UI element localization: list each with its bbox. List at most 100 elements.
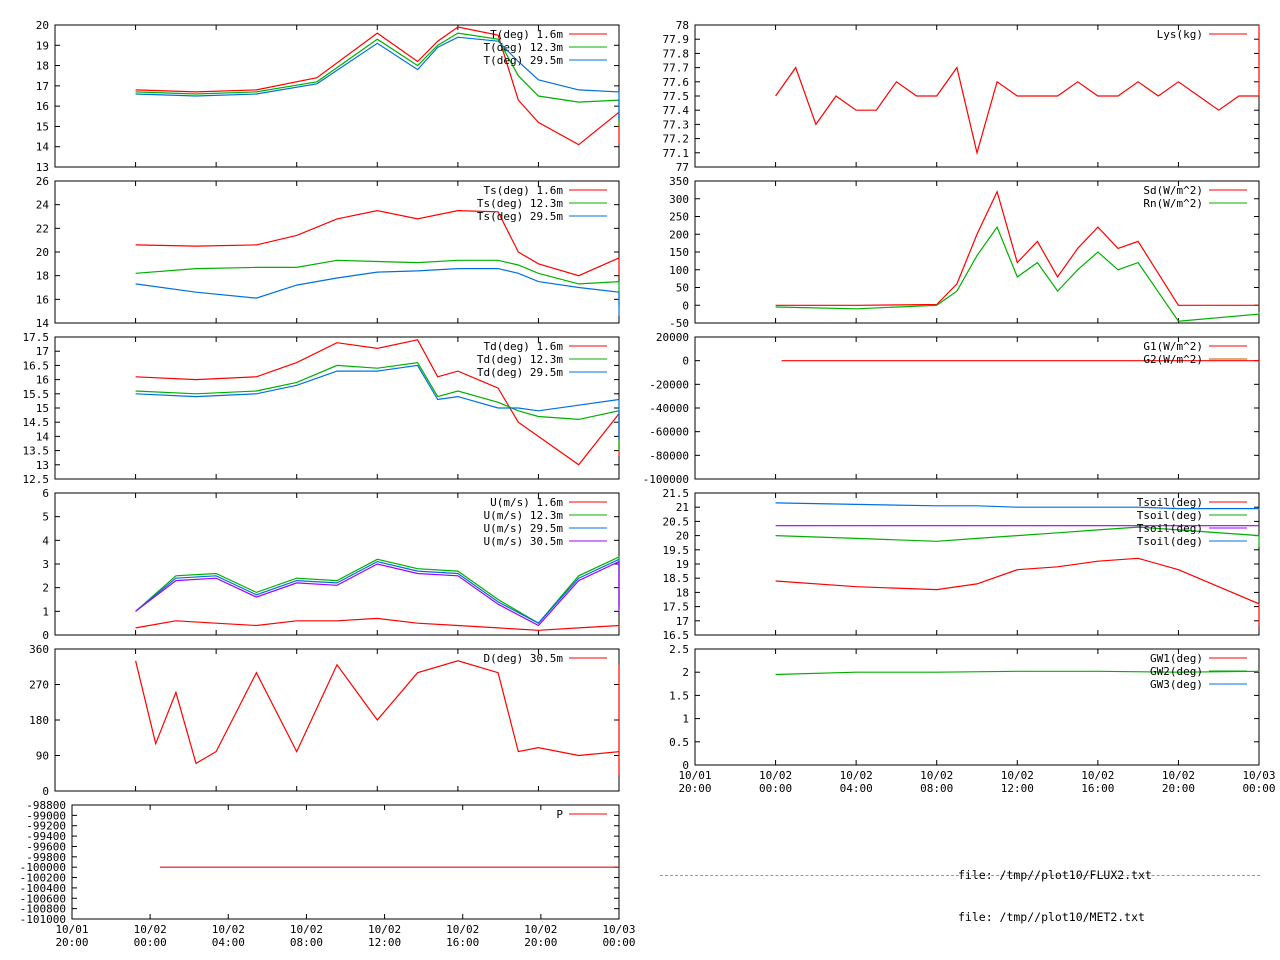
legend-label: Sd(W/m^2) — [1143, 184, 1203, 197]
y-tick-label: 5 — [42, 511, 49, 524]
x-tick-label: 20:00 — [524, 936, 557, 949]
panel-GW: 00.511.522.510/0120:0010/0200:0010/0204:… — [669, 643, 1275, 795]
y-tick-label: 15 — [36, 402, 49, 415]
y-tick-label: 77.8 — [663, 47, 690, 60]
file-list: file: /tmp//plot10/FLUX2.txt file: /tmp/… — [958, 840, 1152, 938]
series-line — [135, 268, 620, 316]
y-tick-label: 150 — [669, 246, 689, 259]
series-line — [135, 660, 620, 776]
x-tick-label: 10/02 — [290, 923, 323, 936]
y-tick-label: 19 — [676, 558, 689, 571]
file-separator — [660, 875, 1260, 876]
y-tick-label: -98800 — [26, 799, 66, 812]
y-tick-label: 180 — [29, 714, 49, 727]
series-line — [775, 502, 1260, 510]
x-tick-label: 00:00 — [602, 936, 635, 949]
y-tick-label: 0 — [42, 785, 49, 798]
y-tick-label: 17.5 — [23, 331, 50, 344]
y-tick-label: 77.7 — [663, 62, 690, 75]
legend-label: Ts(deg) 29.5m — [477, 210, 563, 223]
legend-label: Tsoil(deg) — [1137, 522, 1203, 535]
y-tick-label: 19 — [36, 39, 49, 52]
legend-label: Tsoil(deg) — [1137, 496, 1203, 509]
series-line — [775, 526, 1260, 547]
x-tick-label: 10/02 — [446, 923, 479, 936]
x-tick-label: 10/03 — [1242, 769, 1275, 782]
y-tick-label: 16 — [36, 100, 49, 113]
series-line — [135, 32, 620, 127]
x-tick-label: 16:00 — [446, 936, 479, 949]
y-tick-label: -100200 — [20, 872, 66, 885]
y-tick-label: 20 — [36, 19, 49, 32]
y-tick-label: 16.5 — [23, 359, 50, 372]
y-tick-label: 15.5 — [23, 388, 50, 401]
y-tick-label: 77 — [676, 161, 689, 174]
series-line — [135, 560, 620, 627]
legend-label: GW3(deg) — [1150, 678, 1203, 691]
legend-label: Tsoil(deg) — [1137, 535, 1203, 548]
y-tick-label: 90 — [36, 750, 49, 763]
y-tick-label: 50 — [676, 282, 689, 295]
y-tick-label: 12.5 — [23, 473, 50, 486]
y-tick-label: 77.5 — [663, 90, 690, 103]
legend-label: G2(W/m^2) — [1143, 353, 1203, 366]
legend-label: Lys(kg) — [1157, 28, 1203, 41]
y-tick-label: 0 — [682, 299, 689, 312]
y-tick-label: 350 — [669, 175, 689, 188]
y-tick-label: 270 — [29, 679, 49, 692]
series-line — [135, 36, 620, 121]
y-tick-label: 2 — [42, 582, 49, 595]
legend-label: U(m/s) 1.6m — [490, 496, 563, 509]
plot-frame — [71, 804, 620, 920]
y-tick-label: 14.5 — [23, 416, 50, 429]
file-label-met: file: /tmp//plot10/MET2.txt — [958, 910, 1145, 924]
y-tick-label: -100400 — [20, 882, 66, 895]
y-tick-label: 13 — [36, 161, 49, 174]
panel-D: 0 90 180 270 360 D(deg) 30.5m — [29, 643, 620, 798]
series-line — [775, 225, 1260, 322]
y-tick-label: 26 — [36, 175, 49, 188]
legend-label: G1(W/m^2) — [1143, 340, 1203, 353]
y-tick-label: 77.1 — [663, 147, 690, 160]
y-tick-label: 21.5 — [663, 487, 690, 500]
y-tick-label: 3 — [42, 558, 49, 571]
x-tick-label: 10/02 — [212, 923, 245, 936]
legend-label: Ts(deg) 1.6m — [484, 184, 564, 197]
series-line — [135, 617, 620, 631]
y-tick-label: 78 — [676, 19, 689, 32]
y-tick-label: 4 — [42, 534, 49, 547]
x-tick-label: 04:00 — [840, 782, 873, 795]
y-tick-label: 1 — [682, 713, 689, 726]
x-tick-label: 10/01 — [678, 769, 711, 782]
legend-label: Tsoil(deg) — [1137, 509, 1203, 522]
legend-label: Td(deg) 1.6m — [484, 340, 564, 353]
y-tick-label: 77.2 — [663, 133, 690, 146]
legend-label: Ts(deg) 12.3m — [477, 197, 563, 210]
panel-T: 13 14 15 16 17 18 19 20 T(deg) 1.6mT(deg) 12.3mT… — [36, 19, 620, 174]
panel-G: -100000 -80000 -60000 -40000 -20000 0 20000 G1(… — [643, 331, 1260, 486]
y-tick-label: 22 — [36, 222, 49, 235]
y-tick-label: 18 — [36, 60, 49, 73]
x-tick-label: 16:00 — [1081, 782, 1114, 795]
y-tick-label: 14 — [36, 141, 50, 154]
x-tick-label: 10/02 — [759, 769, 792, 782]
x-tick-label: 10/02 — [840, 769, 873, 782]
y-tick-label: 18 — [676, 586, 689, 599]
y-tick-label: -99200 — [26, 820, 66, 833]
y-tick-label: 77.4 — [663, 104, 690, 117]
x-tick-label: 10/02 — [920, 769, 953, 782]
y-tick-label: 20 — [676, 530, 689, 543]
y-tick-label: 1.5 — [669, 689, 689, 702]
series-line — [775, 189, 1259, 306]
legend-label: D(deg) 30.5m — [484, 652, 564, 665]
legend-label: T(deg) 29.5m — [484, 54, 564, 67]
y-tick-label: -20000 — [649, 378, 689, 391]
x-tick-label: 10/02 — [524, 923, 557, 936]
y-tick-label: 17.5 — [663, 601, 690, 614]
y-tick-label: 17 — [36, 80, 49, 93]
x-tick-label: 10/02 — [134, 923, 167, 936]
panel-Sd: -50 0 50 100 150 200 250 300 350 Sd(W/m^2)Rn(W/m^… — [669, 175, 1260, 330]
x-tick-label: 10/01 — [55, 923, 88, 936]
